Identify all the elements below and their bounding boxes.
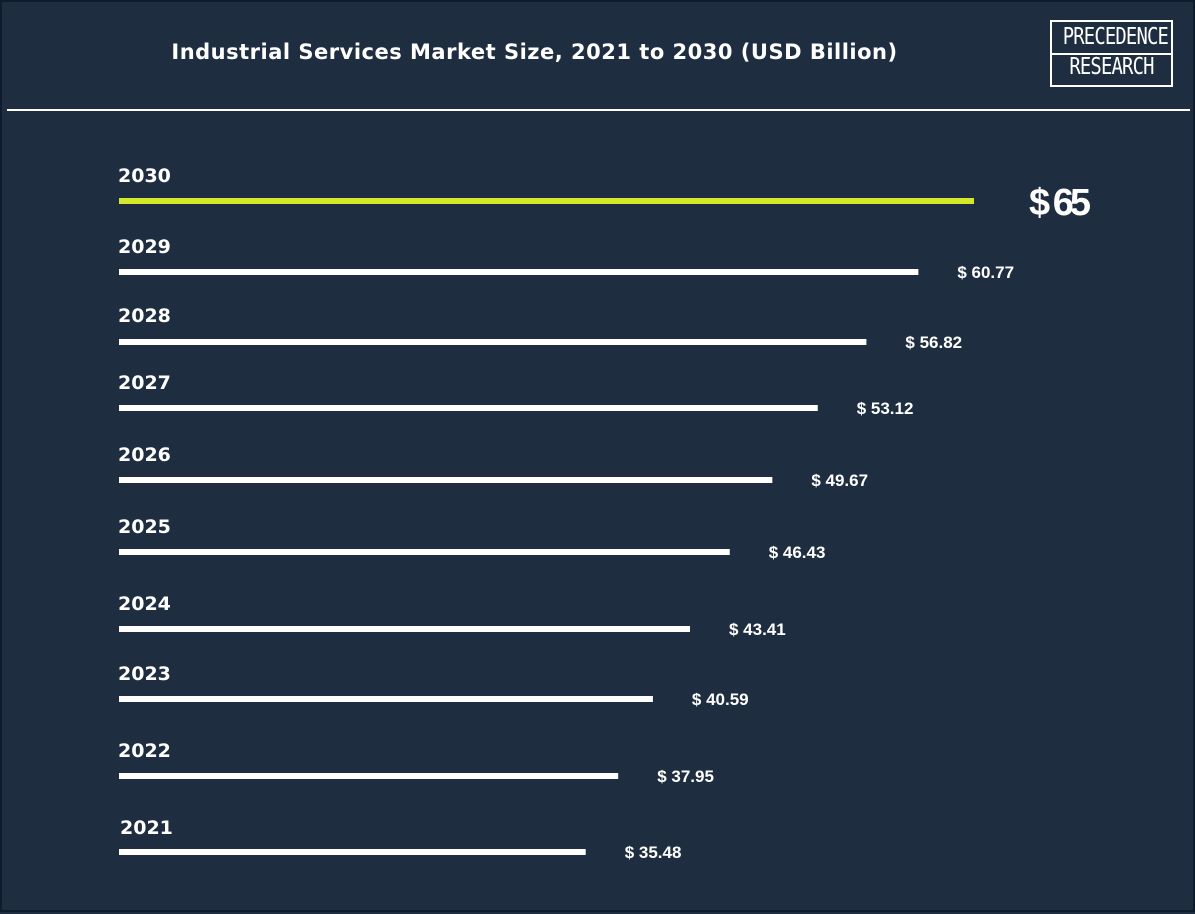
category-label-2022: 2022 — [118, 740, 171, 762]
logo-line-1: PRECEDENCE — [1062, 24, 1169, 50]
value-label-2024: $ 43.41 — [729, 620, 786, 639]
value-label-2028: $ 56.82 — [905, 333, 962, 352]
bar-2028 — [119, 339, 867, 345]
category-label-2027: 2027 — [118, 372, 171, 394]
value-label-2027: $ 53.12 — [857, 399, 914, 418]
bar-2027 — [119, 405, 818, 411]
bar-2030 — [119, 198, 974, 204]
logo-divider — [1052, 53, 1171, 55]
category-label-2026: 2026 — [118, 444, 171, 466]
bar-2025 — [119, 549, 730, 555]
bar-2029 — [119, 269, 919, 275]
value-label-2021: $ 35.48 — [625, 843, 682, 862]
category-label-2029: 2029 — [118, 236, 171, 258]
value-label-2029: $ 60.77 — [957, 263, 1014, 282]
bar-2023 — [119, 696, 653, 702]
value-label-2023: $ 40.59 — [692, 690, 749, 709]
chart-title: Industrial Services Market Size, 2021 to… — [171, 40, 898, 64]
value-label-2026: $ 49.67 — [811, 471, 868, 490]
category-label-2021: 2021 — [120, 817, 173, 839]
category-label-2024: 2024 — [118, 593, 171, 615]
category-label-2028: 2028 — [118, 305, 171, 327]
logo-line-2: RESEARCH — [1069, 54, 1154, 80]
bar-2026 — [119, 477, 773, 483]
category-label-2030: 2030 — [118, 165, 171, 187]
category-label-2025: 2025 — [118, 516, 171, 538]
value-label-2022: $ 37.95 — [657, 767, 714, 786]
bar-2021 — [119, 849, 586, 855]
bar-2024 — [119, 626, 691, 632]
precedence-research-logo: PRECEDENCE RESEARCH — [1050, 20, 1173, 87]
value-label-2030: $ 65 — [1029, 182, 1091, 224]
value-label-2025: $ 46.43 — [769, 543, 826, 562]
category-label-2023: 2023 — [118, 663, 171, 685]
header-divider — [7, 109, 1190, 111]
bar-2022 — [119, 773, 619, 779]
